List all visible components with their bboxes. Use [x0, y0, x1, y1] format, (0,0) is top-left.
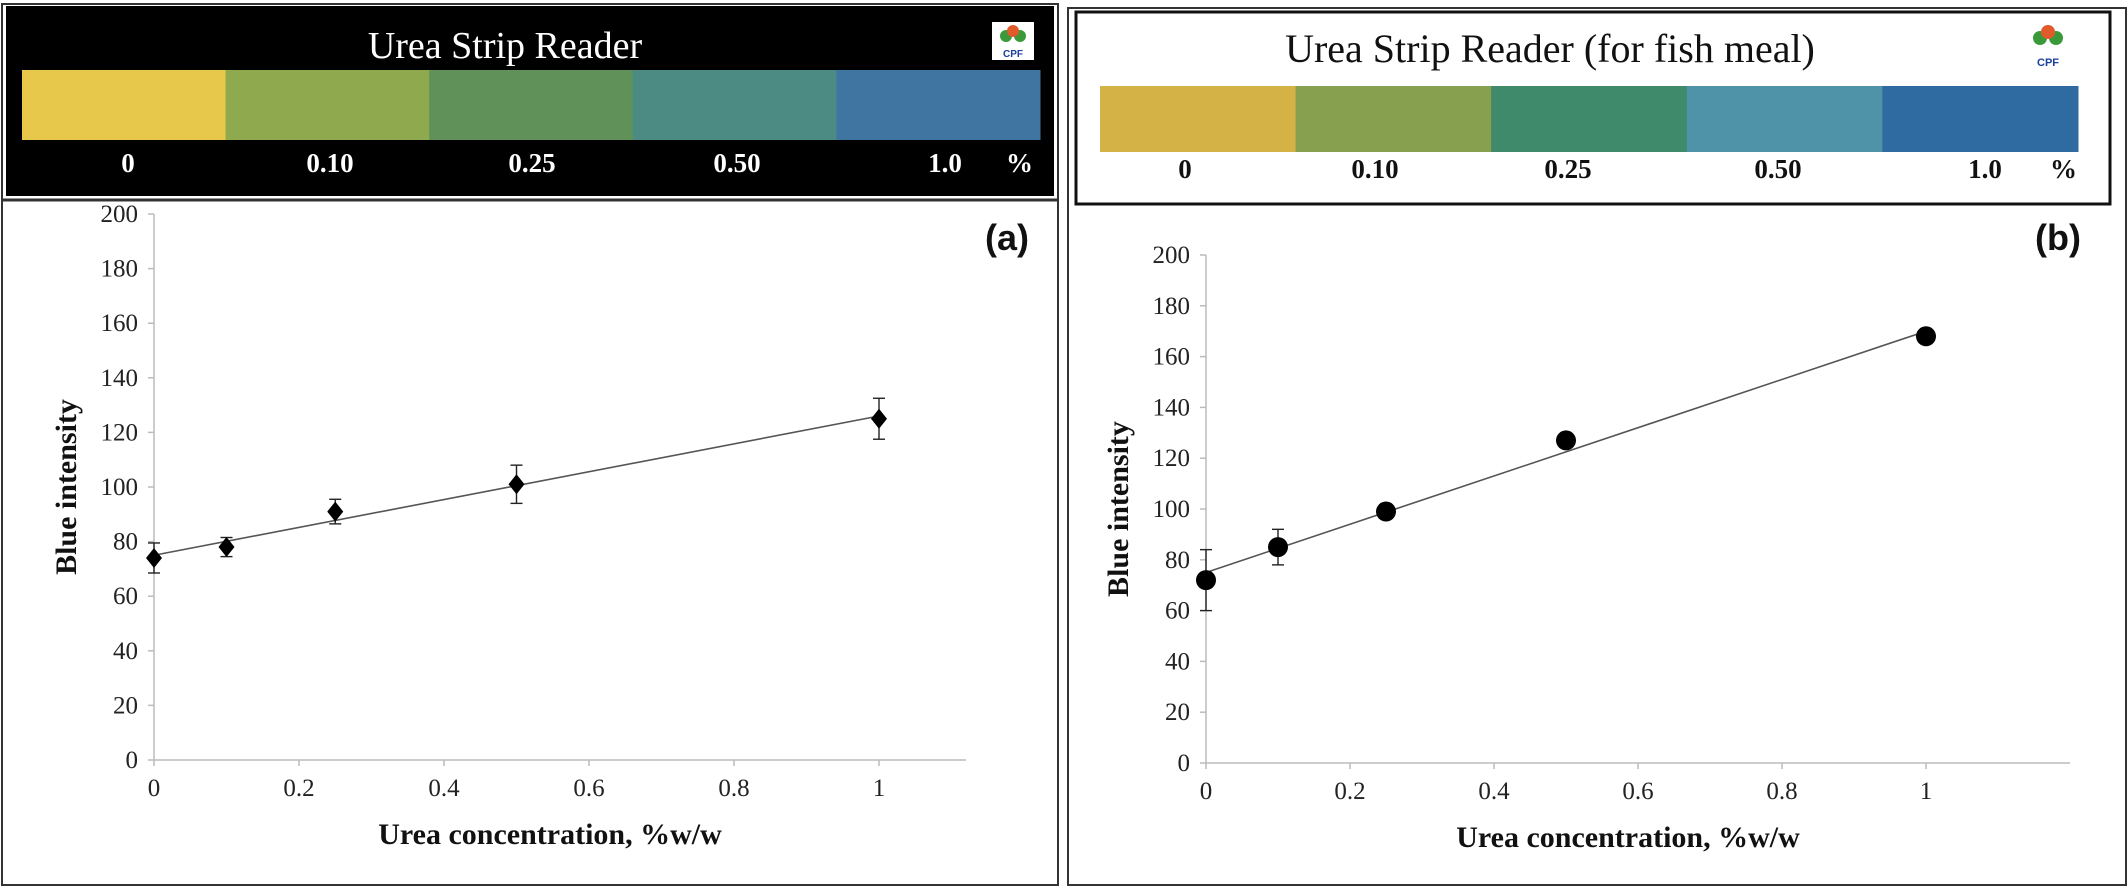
chart-b-y-tick-label-9: 180	[1153, 293, 1191, 320]
panel-a-logo-text: CPF	[1003, 49, 1023, 60]
chart-b-trend-line	[1205, 330, 1927, 574]
chart-b-y-tick-label-4: 80	[1165, 547, 1190, 574]
chart-a-x-tick-label-2: 0.4	[428, 775, 460, 802]
panel-a-strip-swatch-0	[22, 70, 227, 140]
chart-a-y-tick-label-0: 0	[126, 747, 139, 774]
chart-b-x-tick-label-3: 0.6	[1622, 778, 1653, 805]
chart-b-y-tick-label-1: 20	[1165, 699, 1190, 726]
chart-a-y-tick-label-10: 200	[101, 201, 139, 228]
panel-b-strip-label-4: 1.0	[1968, 154, 2002, 184]
chart-a-y-tick-label-7: 140	[101, 365, 139, 392]
panel-b-strip-title: Urea Strip Reader (for fish meal)	[1285, 26, 1815, 71]
chart-a-x-tick-label-0: 0	[148, 775, 161, 802]
chart-b-data-point-3	[1556, 430, 1576, 451]
panel-a-frame	[1, 3, 1059, 886]
panel-b-strip-labels: 0 0.10 0.25 0.50 1.0	[1178, 154, 2002, 184]
panel-b-strip-swatch-2	[1491, 86, 1688, 152]
chart-b-y-axis-title: Blue intensity	[1102, 421, 1135, 597]
panel-b-strip-label-1: 0.10	[1351, 154, 1398, 184]
chart-a-x-tick-label-3: 0.6	[573, 775, 604, 802]
panel-a-strip-swatch-4	[836, 70, 1041, 140]
chart-a-y-tick-label-4: 80	[113, 529, 138, 556]
panel-a-strip-label-1: 0.10	[306, 148, 353, 178]
chart-b-y-tick-label-8: 160	[1153, 344, 1191, 371]
chart-a-y-tick-label-1: 20	[113, 692, 138, 719]
panel-b-color-strip	[1100, 86, 2079, 152]
chart-b-y-tick-label-2: 40	[1165, 648, 1190, 675]
chart-b-x-tick-label-5: 1	[1920, 778, 1933, 805]
chart-a-data-point-0	[146, 547, 162, 568]
chart-a-y-axis-title: Blue intensity	[50, 399, 83, 575]
panel-a-strip-swatch-3	[632, 70, 837, 140]
chart-b-y-tick-label-6: 120	[1153, 445, 1191, 472]
chart-b-x-axis-title: Urea concentration, %w/w	[1456, 821, 1800, 854]
chart-a-x-tick-label-4: 0.8	[718, 775, 749, 802]
panel-a-color-strip	[22, 70, 1041, 140]
panel-a-logo-flower	[1007, 25, 1019, 37]
chart-b-x-tick-label-4: 0.8	[1766, 778, 1797, 805]
chart-a-x-axis-title: Urea concentration, %w/w	[378, 818, 722, 851]
panel-a-logo: CPF	[992, 22, 1034, 60]
chart-a: 0 20 40 60 80 100 120 140 160 180 200 0 0.2 0.4 0.6 0.8…	[50, 201, 966, 851]
panel-b-strip-label-2: 0.25	[1544, 154, 1591, 184]
chart-a-x-tick-label-1: 0.2	[283, 775, 314, 802]
panel-b-strip-swatch-4	[1882, 86, 2079, 152]
panel-a-strip-label-3: 0.50	[713, 148, 760, 178]
chart-b-data-point-1	[1268, 537, 1288, 558]
chart-a-x-tick-label-5: 1	[873, 775, 886, 802]
chart-a-y-tick-label-2: 40	[113, 638, 138, 665]
panel-a-strip-label-4: 1.0	[928, 148, 962, 178]
panel-b-label: (b)	[2035, 217, 2081, 258]
chart-b-data-point-0	[1196, 570, 1216, 591]
chart-a-y-tick-label-5: 100	[101, 474, 139, 501]
chart-a-y-tick-label-3: 60	[113, 583, 138, 610]
panel-b-strip-label-3: 0.50	[1754, 154, 1801, 184]
chart-b-y-tick-label-10: 200	[1153, 242, 1191, 269]
panel-b-frame	[1067, 7, 2127, 886]
chart-b-y-tick-label-3: 60	[1165, 598, 1190, 625]
panel-b-strip-swatch-3	[1686, 86, 1883, 152]
panel-b-logo-text: CPF	[2037, 57, 2059, 69]
panel-b-strip-swatch-1	[1295, 86, 1492, 152]
panel-a-strip-labels: 0 0.10 0.25 0.50 1.0	[121, 148, 962, 178]
chart-b-data-point-4	[1916, 326, 1936, 347]
chart-a-y-tick-label-9: 180	[101, 256, 139, 283]
panel-b-logo: CPF	[2033, 25, 2063, 69]
panel-a-strip-unit: %	[1006, 148, 1033, 178]
chart-a-data-point-3	[508, 474, 525, 495]
panel-b-strip-swatch-0	[1100, 86, 1297, 152]
panel-b-strip-unit: %	[2050, 154, 2077, 184]
chart-b-x-tick-label-2: 0.4	[1478, 778, 1510, 805]
chart-a-data-point-1	[218, 537, 235, 558]
panel-a-strip-title: Urea Strip Reader	[368, 25, 643, 67]
panel-a-label: (a)	[985, 217, 1029, 258]
panel-a-strip-label-0: 0	[121, 148, 135, 178]
panel-a-strip-swatch-2	[429, 70, 634, 140]
chart-b-data-point-2	[1376, 501, 1396, 522]
chart-b: 0 20 40 60 80 100 120 140 160 180 200 0 0.2 0.4 0.6 0.8…	[1102, 242, 2070, 854]
chart-b-x-tick-label-1: 0.2	[1334, 778, 1365, 805]
panel-a-strip-swatch-1	[225, 70, 430, 140]
chart-a-data-point-2	[327, 501, 344, 522]
panel-b-strip-label-0: 0	[1178, 154, 1192, 184]
panel-b-logo-flower	[2041, 25, 2055, 39]
chart-a-data-point-4	[871, 408, 887, 429]
chart-b-y-tick-label-5: 100	[1153, 496, 1191, 523]
chart-b-y-tick-label-7: 140	[1153, 394, 1191, 421]
chart-a-y-tick-label-8: 160	[101, 310, 139, 337]
chart-a-y-tick-label-6: 120	[101, 419, 139, 446]
panel-a-strip-label-2: 0.25	[508, 148, 555, 178]
chart-b-y-tick-label-0: 0	[1178, 750, 1191, 777]
chart-b-x-tick-label-0: 0	[1200, 778, 1213, 805]
